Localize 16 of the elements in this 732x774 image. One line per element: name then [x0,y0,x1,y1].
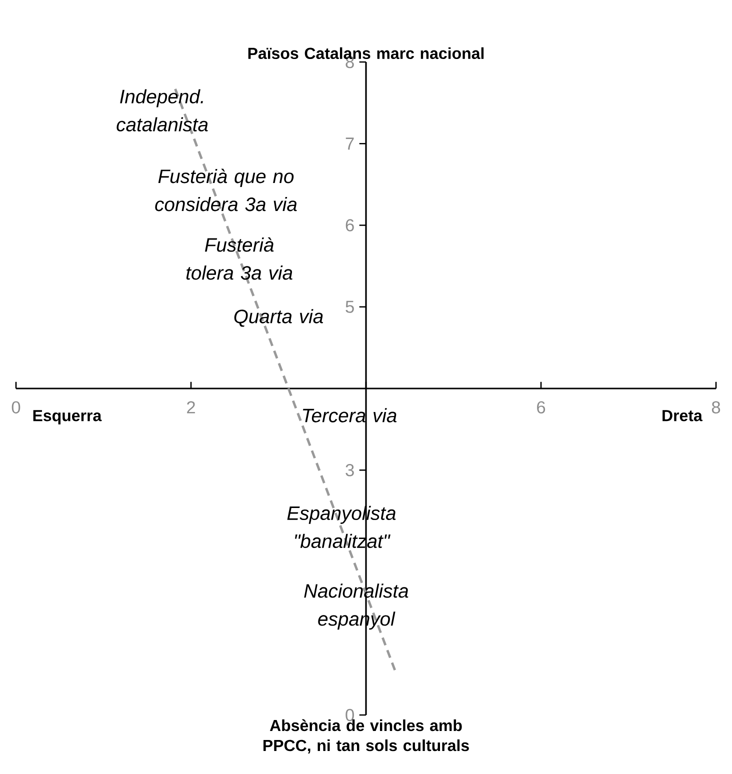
x-tick-label: 6 [537,401,546,414]
y-tick-label: 7 [346,138,354,150]
y-tick-label: 3 [346,464,354,476]
annotation: Independ. catalanista [116,89,208,132]
x-tick-label: 8 [712,401,720,414]
annotation: Dreta [662,410,702,422]
annotation: Esquerra [33,410,102,424]
annotation: Quarta via [234,309,323,327]
x-tick-label: 0 [12,401,20,414]
y-tick-label: 0 [346,708,354,722]
y-tick-label: 5 [346,300,354,313]
text: Absència de vincles amb PPCC, ni tan sols culturals [263,719,469,754]
x-tick-label: 2 [187,401,195,414]
y-tick-label: 6 [346,219,354,232]
annotation: Fusterià tolera 3a via [186,237,292,280]
annotation: Fusterià que no considera 3a via [155,168,297,212]
